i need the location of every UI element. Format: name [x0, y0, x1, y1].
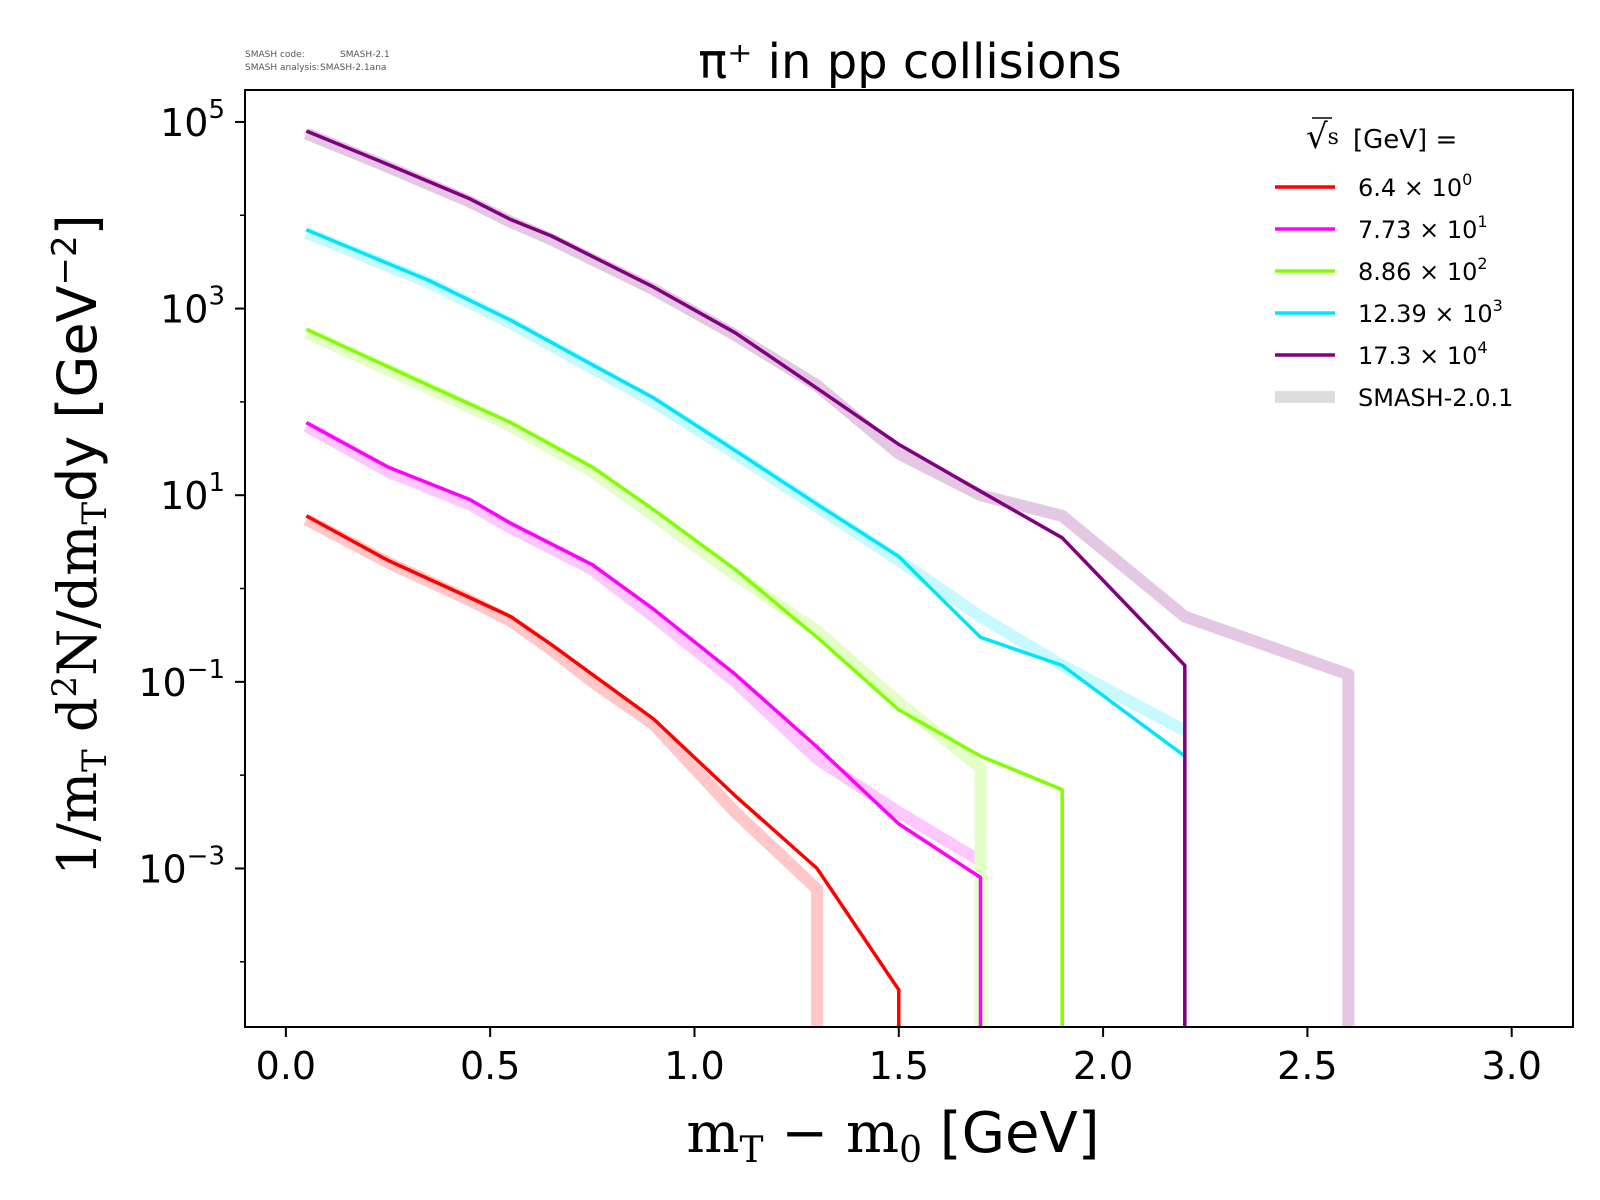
series-line-4	[305, 129, 1187, 1027]
y-tick-label: 103	[160, 282, 225, 332]
legend-title-root: √	[1306, 117, 1328, 157]
x-tick-label: 3.0	[1481, 1044, 1541, 1088]
chart-title: π⁺ in pp collisions	[698, 34, 1122, 90]
y-axis-title: 1/mT d2N/dmTdy [GeV−2]	[45, 214, 115, 875]
y-tick-label: 10−3	[138, 841, 225, 891]
y-tick-label-base: 10	[160, 474, 208, 518]
y-axis-title-p2: d	[46, 698, 109, 750]
legend-label-base: 10	[1447, 216, 1478, 244]
y-axis-title-sup2: −2	[45, 235, 85, 285]
x-axis-title-unit: [GeV]	[922, 1101, 1100, 1166]
legend-label-base: 10	[1447, 258, 1478, 286]
y-tick-label-base: 10	[138, 661, 186, 705]
y-tick-label-exp: −3	[187, 841, 225, 871]
x-axis-title-main: m	[686, 1101, 739, 1166]
legend-label-base: 10	[1447, 342, 1478, 370]
plot-frame	[244, 89, 1574, 1028]
y-axis-title-s1: T	[75, 749, 115, 772]
meta-analysis-value: SMASH-2.1ana	[320, 63, 386, 73]
legend-label-1: 7.73 × 101	[1358, 212, 1488, 244]
y-axis-title-p3: N/dm	[46, 525, 109, 676]
y-tick-label-exp: −1	[187, 655, 225, 685]
series-line-2	[305, 327, 1064, 1027]
reference-line-2	[303, 327, 987, 1027]
legend-label-3: 12.39 × 103	[1358, 296, 1503, 328]
reference-line-0	[303, 514, 824, 1027]
legend-label-main: 17.3	[1358, 342, 1419, 370]
legend-label-exp: 2	[1477, 254, 1487, 273]
x-axis-title-sub2: 0	[899, 1130, 922, 1171]
legend-label-exp: 4	[1477, 338, 1487, 357]
y-tick-label: 105	[160, 95, 225, 145]
legend-label-main: 8.86	[1358, 258, 1419, 286]
legend-label-main: 7.73	[1358, 216, 1419, 244]
series-lines	[305, 129, 1187, 1027]
legend-label-0: 6.4 × 100	[1358, 170, 1472, 202]
y-axis-title-p4: dy [GeV	[46, 285, 109, 502]
legend-label-4: 17.3 × 104	[1358, 338, 1488, 370]
legend-label-reference: SMASH-2.0.1	[1358, 384, 1513, 412]
y-axis-title-sup: 2	[45, 676, 85, 698]
x-tick-label: 1.0	[664, 1044, 724, 1088]
y-tick-label-base: 10	[160, 101, 208, 145]
legend-label-exp: 3	[1493, 296, 1503, 315]
meta-code-value: SMASH-2.1	[340, 50, 390, 60]
legend-title-rest: [GeV] =	[1353, 125, 1457, 155]
x-tick-label: 2.0	[1073, 1044, 1133, 1088]
y-tick-label: 101	[160, 468, 225, 518]
legend-label-times: ×	[1419, 216, 1447, 244]
meta-analysis-label: SMASH analysis:	[245, 63, 319, 73]
y-axis-title-group: 1/mT d2N/dmTdy [GeV−2]	[45, 214, 115, 875]
meta-code-label: SMASH code:	[245, 50, 305, 60]
x-axis-title-mid: − m	[763, 1101, 899, 1166]
reference-line-3	[304, 227, 1188, 736]
legend-label-main: 6.4	[1358, 174, 1404, 202]
reference-lines	[303, 128, 1355, 1027]
x-tick-label: 2.5	[1277, 1044, 1337, 1088]
reference-line-4	[304, 128, 1355, 1027]
x-tick-label: 0.5	[460, 1044, 520, 1088]
x-axis-title-sub1: T	[739, 1130, 763, 1171]
y-tick-label: 10−1	[138, 655, 225, 705]
reference-line-1	[303, 420, 987, 1027]
y-tick-label-base: 10	[160, 288, 208, 332]
legend-label-2: 8.86 × 102	[1358, 254, 1488, 286]
y-axis-title-p1: 1/m	[46, 772, 109, 876]
series-line-3	[305, 228, 1187, 1027]
series-line-1	[305, 421, 983, 1027]
legend-label-main: 12.39	[1358, 300, 1434, 328]
x-axis-title: mT − m0 [GeV]	[686, 1101, 1099, 1171]
legend-label-times: ×	[1434, 300, 1462, 328]
x-tick-label: 0.0	[256, 1044, 316, 1088]
legend-label-exp: 1	[1477, 212, 1487, 231]
series-line-0	[305, 514, 901, 1027]
y-axis-title-p5: ]	[46, 214, 109, 235]
legend-label-exp: 0	[1462, 170, 1472, 189]
legend-label-base: 10	[1462, 300, 1493, 328]
legend-label-times: ×	[1404, 174, 1432, 202]
y-tick-label-exp: 5	[208, 95, 225, 125]
y-axis-title-s2: T	[75, 502, 115, 525]
legend-title-s: s	[1328, 125, 1339, 150]
legend-label-times: ×	[1419, 342, 1447, 370]
y-tick-label-exp: 1	[208, 468, 225, 498]
legend-label-base: 10	[1432, 174, 1463, 202]
y-tick-label-base: 10	[138, 847, 186, 891]
legend-label-times: ×	[1419, 258, 1447, 286]
y-tick-label-exp: 3	[208, 282, 225, 312]
x-tick-label: 1.5	[869, 1044, 929, 1088]
legend-title: √s [GeV] =	[1306, 117, 1457, 157]
